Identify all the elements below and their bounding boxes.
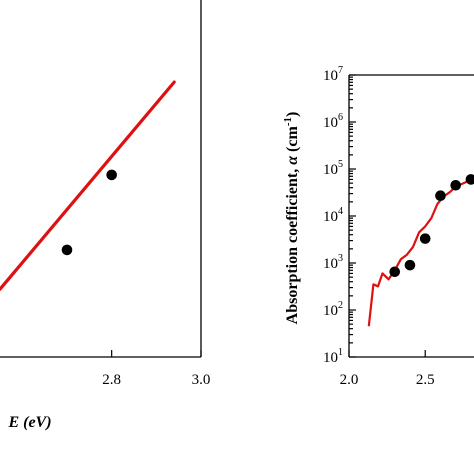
- right-y-tick-label-exp: 5: [338, 159, 343, 170]
- right-y-tick-label: 103: [323, 253, 343, 272]
- left-x-tick-label: 2.8: [102, 372, 121, 388]
- right-y-tick-label: 101: [323, 347, 343, 366]
- right-data-point: [450, 179, 462, 191]
- right-y-tick-label: 107: [323, 65, 343, 84]
- right-y-axis-label-main: Absorption coefficient,: [284, 165, 301, 325]
- right-data-points: [389, 174, 474, 278]
- right-x-tick-label: 2.0: [340, 372, 359, 388]
- right-y-axis-label-exp: -1: [282, 117, 294, 126]
- right-y-tick-label: 104: [323, 206, 343, 225]
- left-fit-line: [0, 80, 176, 291]
- right-absorption-curve: [367, 177, 474, 327]
- right-y-axis-label-close: ): [284, 112, 301, 117]
- left-data-point: [61, 244, 73, 256]
- right-y-tick-label-base: 10: [323, 162, 338, 178]
- left-fit-line-group: [0, 80, 176, 291]
- right-y-axis-label: Absorption coefficient, α (cm-1): [282, 112, 301, 325]
- left-axes: [0, 0, 202, 358]
- right-data-point: [389, 266, 401, 278]
- right-y-tick-label-exp: 4: [338, 206, 343, 217]
- right-y-axis-label-symbol: α: [284, 155, 301, 165]
- left-data-points: [61, 169, 117, 256]
- right-y-tick-label: 102: [323, 300, 343, 319]
- left-x-axis-label: E (eV): [7, 414, 51, 431]
- left-data-point: [106, 169, 117, 181]
- right-y-tick-label-exp: 2: [338, 300, 343, 311]
- right-y-tick-label-base: 10: [323, 256, 338, 272]
- right-y-tick-label-base: 10: [323, 209, 338, 225]
- left-x-ticks: 2.8 3.0: [102, 350, 210, 388]
- right-data-point: [404, 259, 416, 271]
- right-y-axis-label-unit: (cm: [284, 126, 301, 156]
- right-y-tick-label: 106: [323, 112, 343, 131]
- right-x-tick-label: 2.5: [416, 372, 435, 388]
- right-absorption-curve-group: [367, 177, 474, 327]
- right-y-tick-label-exp: 6: [338, 112, 343, 123]
- right-y-tick-label-exp: 1: [338, 347, 343, 358]
- right-data-point: [419, 233, 431, 244]
- right-y-tick-label-base: 10: [323, 115, 338, 131]
- left-x-tick-label: 3.0: [192, 372, 211, 388]
- right-y-tick-label-exp: 7: [338, 65, 343, 76]
- right-axes: [348, 74, 474, 358]
- right-y-tick-label-exp: 3: [338, 253, 343, 264]
- right-data-point: [465, 174, 474, 185]
- right-y-tick-label-base: 10: [323, 350, 338, 366]
- left-chart-panel: 2.8 3.0 E (eV): [0, 0, 210, 431]
- right-x-ticks: 2.0 2.5: [340, 350, 435, 388]
- right-y-tick-label: 105: [323, 159, 343, 178]
- right-y-tick-label-base: 10: [323, 68, 338, 84]
- right-data-point: [435, 190, 446, 202]
- right-y-tick-label-base: 10: [323, 303, 338, 319]
